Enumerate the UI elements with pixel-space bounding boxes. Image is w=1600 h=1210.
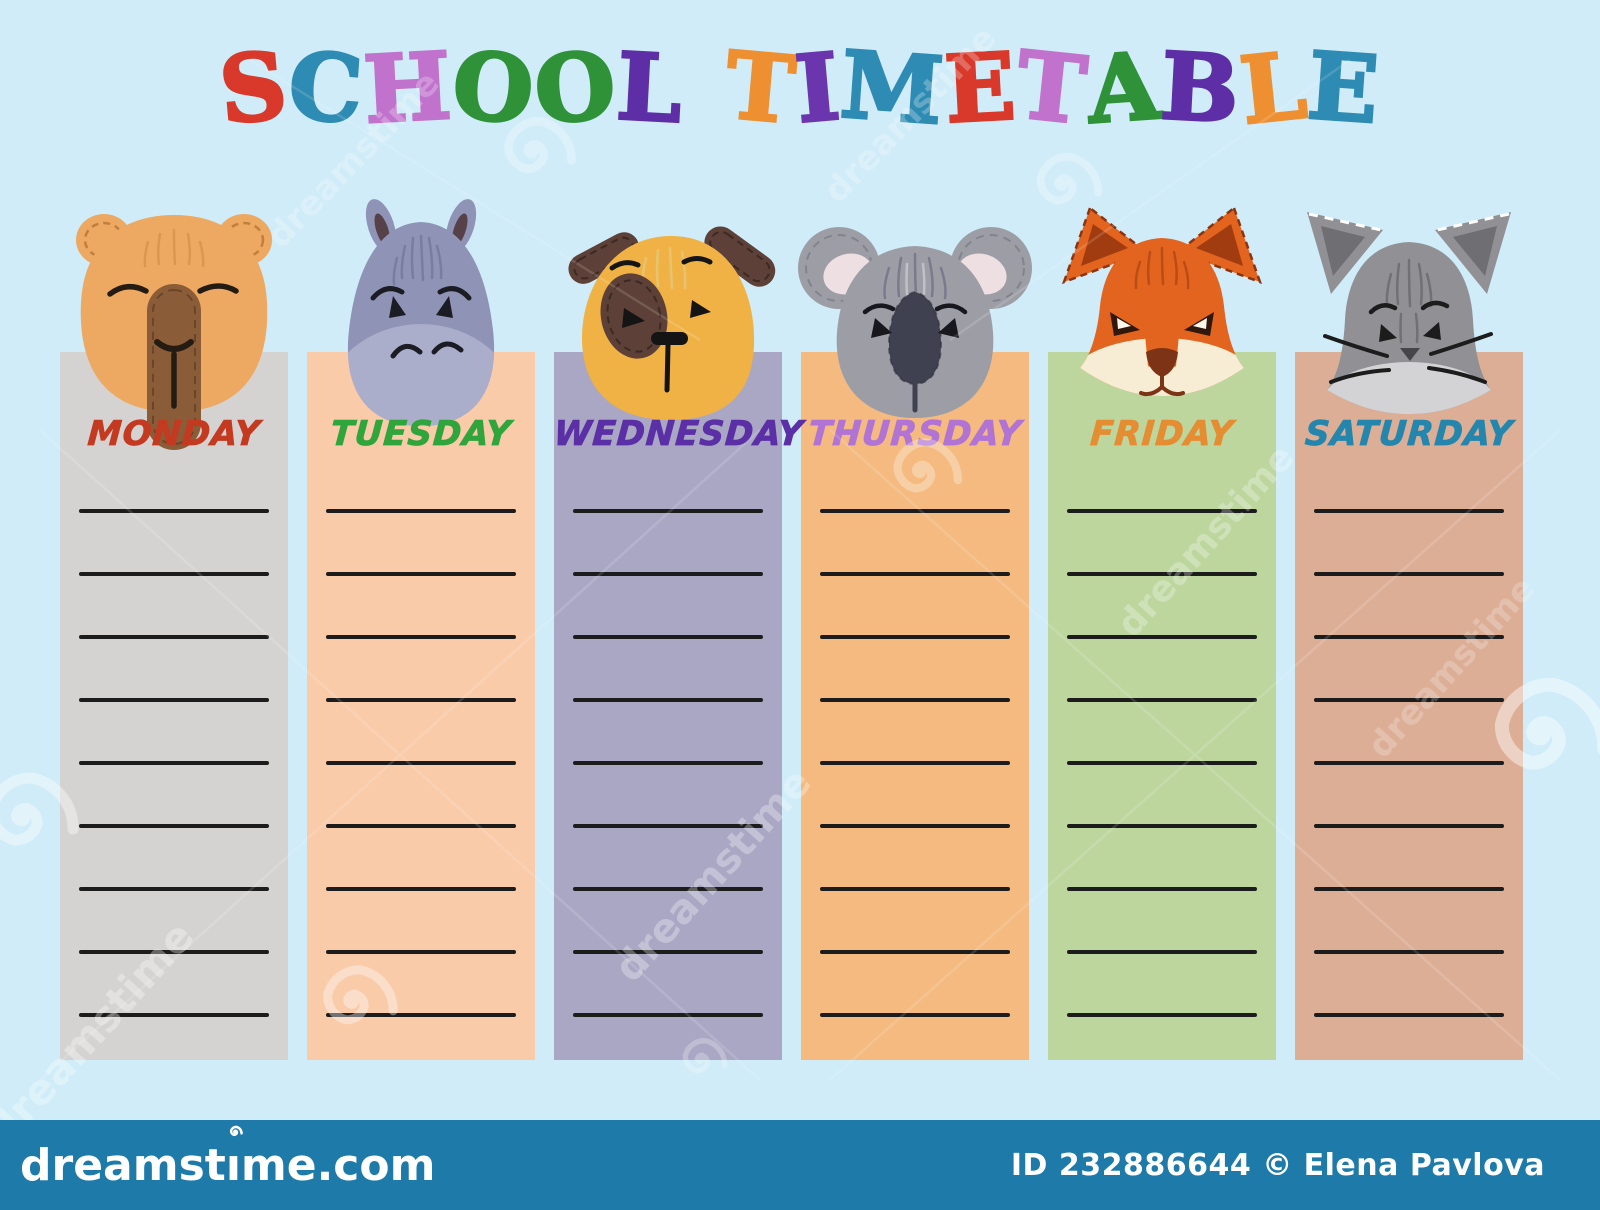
- title-letter: O: [530, 30, 622, 146]
- day-label-monday: MONDAY: [86, 414, 262, 455]
- day-column-wednesday: WEDNESDAY: [552, 226, 805, 1060]
- spiral-watermark-icon: [229, 1125, 243, 1136]
- writing-line[interactable]: [326, 761, 516, 765]
- writing-line[interactable]: [326, 1013, 516, 1017]
- writing-line[interactable]: [326, 635, 516, 639]
- image-credit: ID 232886644 © Elena Pavlova: [1010, 1147, 1545, 1183]
- day-label-thursday: THURSDAY: [807, 414, 1024, 455]
- day-column-thursday: THURSDAY: [798, 227, 1032, 1060]
- writing-line[interactable]: [1314, 509, 1504, 513]
- fox-icon: [1061, 205, 1263, 397]
- writing-line[interactable]: [1067, 1013, 1257, 1017]
- writing-line[interactable]: [1067, 509, 1257, 513]
- title-letter: M: [836, 29, 950, 147]
- writing-line[interactable]: [820, 824, 1010, 828]
- title-letter: T: [720, 30, 803, 147]
- writing-line[interactable]: [1314, 635, 1504, 639]
- writing-line[interactable]: [573, 1013, 763, 1017]
- writing-line[interactable]: [1067, 635, 1257, 639]
- writing-line[interactable]: [820, 509, 1010, 513]
- writing-line[interactable]: [820, 887, 1010, 891]
- bear-icon: [76, 214, 272, 450]
- writing-line[interactable]: [1314, 572, 1504, 576]
- writing-line[interactable]: [1067, 572, 1257, 576]
- dreamstime-logo[interactable]: dreamstı me.com: [20, 1125, 436, 1191]
- writing-line[interactable]: [79, 572, 269, 576]
- title-letter: O: [447, 29, 541, 147]
- writing-line[interactable]: [573, 887, 763, 891]
- title-letter: E: [941, 31, 1022, 146]
- koala-icon: [798, 227, 1032, 418]
- writing-line[interactable]: [1067, 761, 1257, 765]
- hippo-icon: [347, 199, 495, 426]
- dog-icon: [568, 226, 776, 420]
- writing-line[interactable]: [79, 761, 269, 765]
- writing-line[interactable]: [573, 509, 763, 513]
- writing-line[interactable]: [326, 572, 516, 576]
- title-letter: B: [1157, 30, 1245, 145]
- writing-line[interactable]: [326, 950, 516, 954]
- writing-line[interactable]: [1067, 950, 1257, 954]
- writing-line[interactable]: [79, 887, 269, 891]
- writing-line[interactable]: [573, 635, 763, 639]
- writing-line[interactable]: [820, 950, 1010, 954]
- writing-line[interactable]: [820, 635, 1010, 639]
- writing-line[interactable]: [1314, 887, 1504, 891]
- writing-line[interactable]: [1314, 950, 1504, 954]
- logo-letter-i: ı: [226, 1125, 243, 1191]
- writing-line[interactable]: [326, 887, 516, 891]
- day-column-tuesday: TUESDAY: [307, 199, 535, 1060]
- writing-line[interactable]: [1067, 698, 1257, 702]
- poster-title: SCHOOL TIMETABLE: [0, 29, 1600, 147]
- writing-line[interactable]: [79, 824, 269, 828]
- writing-line[interactable]: [79, 1013, 269, 1017]
- day-label-tuesday: TUESDAY: [329, 414, 513, 455]
- title-letter: A: [1083, 30, 1167, 146]
- day-column-friday: FRIDAY: [1048, 205, 1276, 1060]
- day-column-saturday: SATURDAY: [1295, 212, 1523, 1060]
- title-letter: E: [1302, 30, 1384, 146]
- logo-text-left: dreamst: [20, 1139, 226, 1191]
- title-letter: H: [360, 30, 457, 146]
- footer-bar: dreamstı me.com ID 232886644 © Elena Pavl…: [0, 1120, 1600, 1210]
- writing-line[interactable]: [1314, 824, 1504, 828]
- day-label-friday: FRIDAY: [1088, 414, 1236, 455]
- cat-icon: [1307, 212, 1511, 414]
- writing-line[interactable]: [79, 698, 269, 702]
- writing-line[interactable]: [573, 824, 763, 828]
- writing-line[interactable]: [326, 698, 516, 702]
- writing-line[interactable]: [1067, 824, 1257, 828]
- writing-line[interactable]: [820, 698, 1010, 702]
- writing-line[interactable]: [326, 824, 516, 828]
- writing-line[interactable]: [79, 635, 269, 639]
- day-label-wednesday: WEDNESDAY: [552, 414, 805, 455]
- writing-line[interactable]: [79, 950, 269, 954]
- writing-line[interactable]: [573, 572, 763, 576]
- day-label-saturday: SATURDAY: [1303, 414, 1515, 455]
- writing-line[interactable]: [820, 1013, 1010, 1017]
- day-column-monday: MONDAY: [60, 214, 288, 1060]
- title-letter: L: [613, 31, 688, 145]
- writing-line[interactable]: [820, 761, 1010, 765]
- writing-line[interactable]: [326, 509, 516, 513]
- title-letter: S: [214, 30, 295, 147]
- writing-line[interactable]: [573, 950, 763, 954]
- writing-line[interactable]: [79, 509, 269, 513]
- writing-line[interactable]: [1314, 761, 1504, 765]
- writing-line[interactable]: [573, 761, 763, 765]
- logo-text-right: me.com: [240, 1139, 436, 1191]
- writing-line[interactable]: [820, 572, 1010, 576]
- title-letter: T: [1010, 29, 1094, 147]
- writing-line[interactable]: [573, 698, 763, 702]
- title-letter: L: [1234, 29, 1315, 146]
- writing-line[interactable]: [1067, 887, 1257, 891]
- writing-line[interactable]: [1314, 1013, 1504, 1017]
- title-letter: C: [284, 30, 370, 146]
- writing-line[interactable]: [1314, 698, 1504, 702]
